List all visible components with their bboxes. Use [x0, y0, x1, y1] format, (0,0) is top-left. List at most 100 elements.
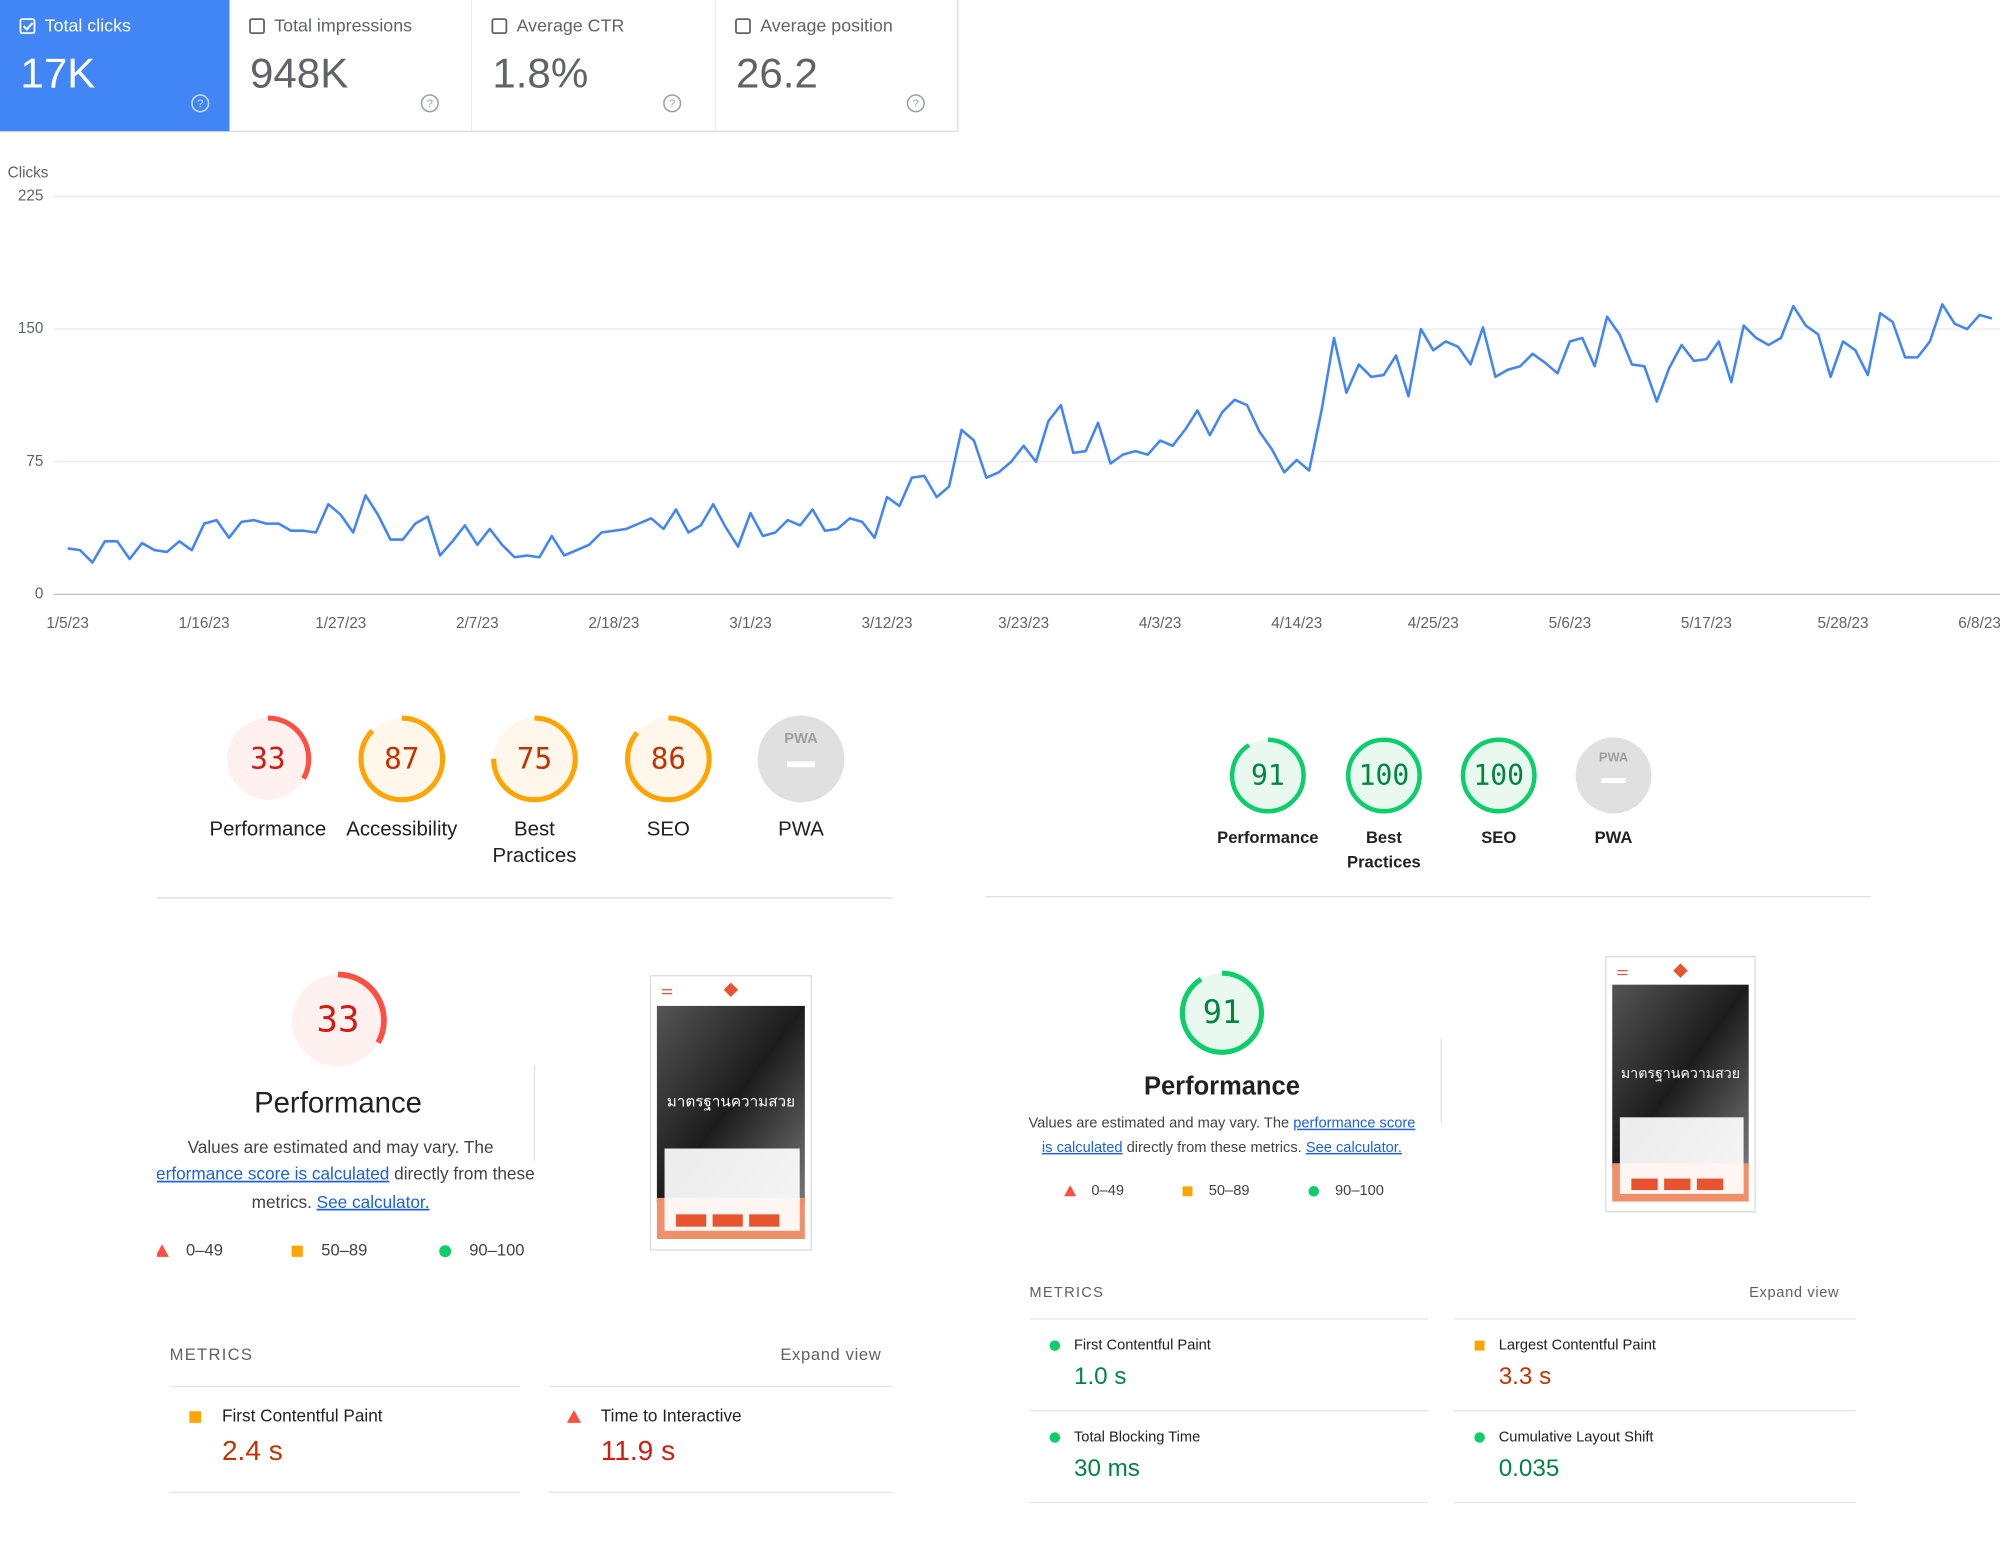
fail-icon: [1064, 1185, 1077, 1197]
pwa-dash: [787, 761, 815, 768]
pwa-badge-text: PWA: [784, 731, 818, 747]
description-link: performance score is calculated: [146, 1163, 389, 1183]
metric-tile: [229, 0, 472, 132]
gauge-face: [360, 718, 443, 800]
gauge-label-box: PWA: [778, 819, 824, 841]
pass-icon: [1049, 1340, 1061, 1351]
average-icon: [189, 1411, 201, 1423]
help-icon: [663, 94, 682, 113]
thumb-button: [1696, 1178, 1724, 1191]
gauge-score: 33: [250, 742, 285, 776]
gauge-label: Performance: [1217, 827, 1319, 847]
description-link: performance score: [1293, 1116, 1415, 1132]
checkbox: [19, 18, 36, 35]
tile-value: 26.2: [736, 50, 818, 97]
legend-label: 90–100: [469, 1241, 524, 1260]
x-tick-label: 1/27/23: [315, 615, 366, 632]
legend-label: 90–100: [1335, 1183, 1384, 1199]
thumb-button: [1631, 1178, 1658, 1191]
tile-value: 17K: [20, 50, 95, 97]
y-tick-label: 150: [18, 320, 44, 337]
tile-label: Total clicks: [45, 16, 131, 36]
gauge-label: PWA: [1594, 827, 1633, 847]
gauge-label-box: Best Practices: [1347, 828, 1421, 871]
description-line: metrics. See calculator.: [252, 1191, 430, 1211]
pass-icon: [1049, 1432, 1061, 1443]
metric-value: 3.3 s: [1499, 1363, 1552, 1390]
checkmark: [22, 22, 34, 31]
description-link: See calculator.: [1306, 1140, 1402, 1156]
expand-view[interactable]: Expand view: [1749, 1285, 1839, 1301]
metric-value: 1.0 s: [1074, 1363, 1127, 1390]
metric-name: First Contentful Paint: [222, 1406, 383, 1426]
legend-label: 0–49: [1091, 1183, 1124, 1199]
x-tick-label: 6/8/23: [1958, 615, 2000, 632]
x-tick-label: 2/18/23: [588, 615, 639, 632]
thumb-button: [676, 1214, 707, 1227]
x-tick-label: 1/5/23: [46, 615, 89, 632]
gauge-face: [493, 718, 576, 800]
metric-name: Time to Interactive: [601, 1406, 742, 1426]
gauge-label-box: Accessibility: [346, 818, 458, 841]
checkbox: [735, 18, 751, 35]
gauge-score: 75: [517, 742, 552, 776]
tile-label: Average CTR: [517, 16, 625, 36]
thumb-menu: [661, 989, 673, 995]
x-tick-label: 1/16/23: [179, 615, 230, 632]
description-text: directly from these metrics.: [1123, 1140, 1306, 1156]
gauge-score: 91: [1203, 993, 1241, 1031]
y-tick-label: 225: [18, 187, 44, 204]
x-tick-label: 3/1/23: [729, 615, 772, 632]
thumb-button: [712, 1214, 743, 1227]
pwa-badge: [757, 715, 845, 803]
description-line: performance score is calculated directly…: [146, 1163, 534, 1183]
help-icon-mark: ?: [669, 98, 675, 110]
x-tick-label: 2/7/23: [456, 615, 499, 632]
gauge-label-box: PWA: [1594, 827, 1633, 847]
thumb-menu: [1617, 970, 1628, 976]
pass-icon: [1308, 1186, 1320, 1197]
gauge-label: Performance: [209, 818, 327, 841]
gauge-face: [292, 974, 384, 1067]
gauge-label: Accessibility: [346, 818, 458, 841]
thumb-logo: [1673, 963, 1688, 978]
gauge-label: SEO: [646, 818, 690, 841]
x-tick-label: 5/28/23: [1817, 615, 1868, 632]
gauge-score: 86: [651, 742, 686, 776]
legend-label: 50–89: [1209, 1183, 1250, 1199]
metric-name: Total Blocking Time: [1074, 1429, 1200, 1445]
description-line: Values are estimated and may vary. The: [188, 1136, 494, 1156]
average-icon: [1474, 1340, 1485, 1351]
gauge-score: 91: [1251, 759, 1285, 792]
description-link: See calculator.: [317, 1191, 430, 1211]
legend-label: 0–49: [186, 1241, 223, 1260]
gauge-label-box: Best Practices: [492, 818, 577, 868]
gauge-label: Best Practices: [492, 818, 577, 868]
pwa-badge-text: PWA: [1599, 750, 1628, 765]
gauge-arc: [1460, 737, 1537, 814]
description-text: directly from these: [389, 1163, 534, 1183]
help-icon-mark: ?: [913, 98, 919, 110]
y-axis-label: Clicks: [8, 165, 49, 182]
x-tick-label: 4/14/23: [1271, 615, 1322, 632]
checkbox: [491, 18, 508, 35]
gauge-face: [627, 718, 710, 800]
average-icon: [1182, 1186, 1193, 1197]
gauge-score: 100: [1359, 759, 1410, 792]
x-tick-label: 3/12/23: [862, 615, 913, 632]
x-tick-label: 4/3/23: [1139, 615, 1182, 632]
metric-name: Cumulative Layout Shift: [1499, 1429, 1654, 1445]
expand-view[interactable]: Expand view: [780, 1345, 881, 1364]
help-icon-mark: ?: [197, 98, 203, 110]
x-tick-label: 5/6/23: [1549, 615, 1592, 632]
gauge-face: [1182, 973, 1262, 1053]
pass-icon: [1474, 1432, 1485, 1443]
gauge-label-box: Performance: [1217, 827, 1319, 847]
thumb-heading: มาตรฐานความสวย: [667, 1092, 795, 1110]
gauge-arc: [625, 715, 712, 803]
metrics-heading: METRICS: [170, 1345, 254, 1364]
metric-value: 2.4 s: [222, 1435, 283, 1466]
metric-value: 11.9 s: [601, 1435, 675, 1466]
description-line: Values are estimated and may vary. The p…: [1028, 1116, 1415, 1132]
